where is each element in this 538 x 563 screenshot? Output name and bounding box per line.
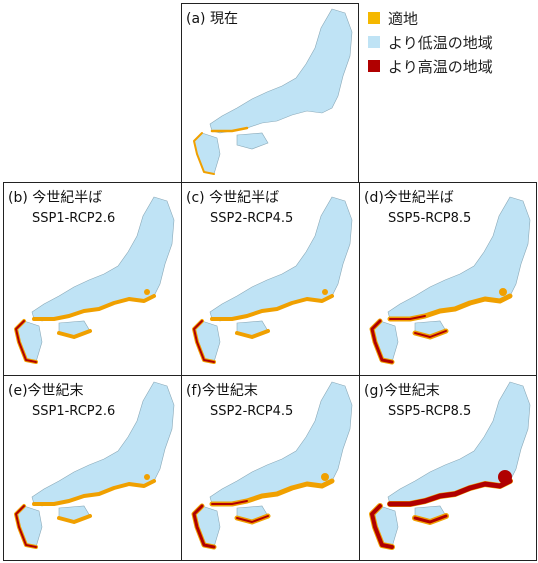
panel-subtitle: SSP1-RCP2.6 [32,404,116,419]
legend: 適地より低温の地域 より高温の地域 [368,6,493,78]
japan-map [14,196,175,364]
panel-label: (e)今世紀末 [8,383,84,399]
japan-map [369,196,531,365]
map-panel: (a) 現在 [181,3,359,183]
panel-subtitle: SSP5-RCP8.5 [388,211,472,226]
map-panel: (c) 今世紀半ば SSP2-RCP4.5 [181,182,360,376]
legend-label: より高温の地域 [388,57,493,76]
panel-label: (c) 今世紀半ば [186,190,280,206]
panel-label: (g)今世紀末 [364,383,440,399]
map-panel: (f)今世紀末 SSP2-RCP4.5 [181,375,360,561]
map-panel: (e)今世紀末 SSP1-RCP2.6 [3,375,182,561]
map-panel: (g)今世紀末 SSP5-RCP8.5 [359,375,537,561]
panel-subtitle: SSP1-RCP2.6 [32,211,116,226]
legend-item: 適地 [368,6,493,30]
japan-map [193,8,353,175]
panel-label: (d)今世紀半ば [364,190,454,206]
panel-subtitle: SSP2-RCP4.5 [210,404,294,419]
legend-swatch [368,36,380,48]
japan-map [192,196,353,364]
legend-label: より低温の地域 [388,33,493,52]
panel-label: (b) 今世紀半ば [8,190,103,206]
japan-map [14,381,175,549]
legend-swatch [368,12,380,24]
map-panel: (d)今世紀半ば SSP5-RCP8.5 [359,182,537,376]
panel-subtitle: SSP2-RCP4.5 [210,211,294,226]
japan-map [191,381,353,550]
panel-label: (a) 現在 [186,11,238,27]
legend-item: より低温の地域 [368,30,493,54]
legend-item: より高温の地域 [368,54,493,78]
panel-subtitle: SSP5-RCP8.5 [388,404,472,419]
japan-map [369,381,531,550]
legend-swatch [368,60,380,72]
panel-label: (f)今世紀末 [186,383,258,399]
map-panel: (b) 今世紀半ば SSP1-RCP2.6 [3,182,182,376]
legend-label: 適地 [388,9,419,28]
